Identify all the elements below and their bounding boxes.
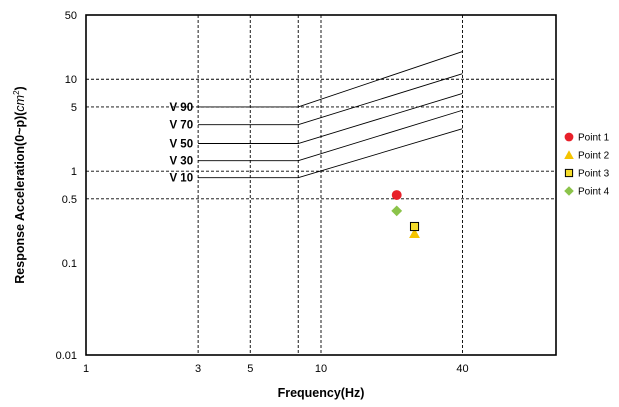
x-tick-label: 5 bbox=[247, 363, 253, 375]
criteria-curve bbox=[198, 93, 463, 144]
y-axis-title-prefix: Response Acceleration(0~p)( bbox=[13, 111, 27, 284]
legend: Point 1 Point 2 Point 3 Point 4 bbox=[564, 132, 610, 198]
criteria-curve bbox=[198, 128, 463, 179]
curve-label: V 10 bbox=[169, 173, 193, 185]
plot-area-frame bbox=[85, 14, 557, 356]
y-tick-label: 1 bbox=[71, 166, 77, 178]
data-point bbox=[391, 205, 403, 217]
data-points bbox=[391, 190, 420, 238]
criteria-curve bbox=[198, 51, 463, 108]
legend-label: Point 1 bbox=[578, 133, 610, 144]
curve-label: V 30 bbox=[169, 156, 193, 168]
criteria-curve bbox=[198, 73, 463, 126]
y-axis-title-exponent: 2 bbox=[12, 90, 21, 95]
grid-lines bbox=[86, 15, 556, 355]
vibration-criteria-curves bbox=[198, 51, 463, 179]
x-tick-label: 10 bbox=[315, 363, 327, 375]
y-tick-label: 0.1 bbox=[62, 258, 77, 270]
legend-marker bbox=[564, 168, 574, 178]
curve-label: V 70 bbox=[169, 120, 193, 132]
y-tick-label: 10 bbox=[65, 74, 77, 86]
legend-marker bbox=[564, 132, 574, 142]
data-point bbox=[409, 221, 420, 232]
curve-label: V 50 bbox=[169, 138, 193, 150]
legend-label: Point 3 bbox=[578, 169, 610, 180]
data-point bbox=[409, 228, 420, 238]
x-tick-label: 3 bbox=[195, 363, 201, 375]
y-axis-title-suffix: ) bbox=[13, 86, 27, 90]
curve-labels: V 90 V 70 V 50 V 30 V 10 bbox=[169, 102, 193, 185]
y-tick-label: 0.5 bbox=[62, 194, 77, 206]
criteria-curve bbox=[198, 109, 463, 162]
x-tick-labels: 1 3 5 10 40 bbox=[83, 363, 469, 375]
legend-label: Point 2 bbox=[578, 151, 610, 162]
y-tick-labels: 0.01 0.1 0.5 1 5 10 50 bbox=[56, 10, 77, 362]
legend-marker bbox=[564, 186, 574, 196]
x-axis-title: Frequency(Hz) bbox=[278, 386, 365, 400]
y-tick-label: 5 bbox=[71, 102, 77, 114]
y-axis-title-unit: cm bbox=[13, 95, 27, 112]
y-tick-label: 50 bbox=[65, 10, 77, 22]
legend-marker bbox=[564, 150, 574, 159]
legend-label: Point 4 bbox=[578, 187, 610, 198]
y-axis-title: Response Acceleration(0~p)(cm2) bbox=[12, 86, 27, 283]
x-tick-label: 1 bbox=[83, 363, 89, 375]
curve-label: V 90 bbox=[169, 102, 193, 114]
y-tick-label: 0.01 bbox=[56, 350, 77, 362]
data-point bbox=[391, 190, 402, 200]
x-tick-label: 40 bbox=[456, 363, 468, 375]
